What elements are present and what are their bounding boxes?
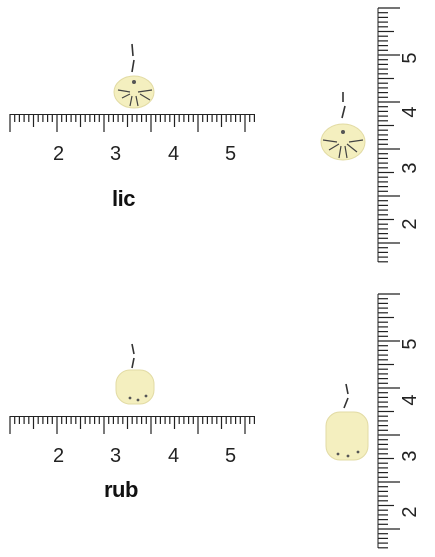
- ruler-number: 5: [399, 338, 421, 349]
- vertical-ruler: 5 4 3 2: [377, 7, 421, 263]
- ruler-number: 4: [399, 394, 421, 405]
- species-label: lic: [112, 186, 135, 211]
- specimen-side-view: [320, 92, 366, 161]
- ruler-ticks: [9, 114, 255, 132]
- specimen-top-view: [113, 43, 155, 109]
- horizontal-ruler: 2 3 4 5: [9, 416, 255, 467]
- ruler-number: 2: [399, 506, 421, 517]
- ruler-number: 5: [225, 445, 236, 467]
- ruler-number: 4: [168, 445, 179, 467]
- horizontal-ruler: 2 3 4 5: [9, 114, 255, 165]
- ruler-number: 3: [399, 450, 421, 461]
- ruler-number: 5: [225, 143, 236, 165]
- ruler-number: 4: [168, 143, 179, 165]
- vertical-ruler: 5 4 3 2: [377, 293, 421, 549]
- specimen-top-view: [115, 343, 155, 405]
- ruler-number: 5: [399, 52, 421, 63]
- ruler-number: 3: [110, 445, 121, 467]
- ruler-ticks: [377, 293, 400, 549]
- ruler-number: 2: [399, 218, 421, 229]
- ruler-ticks: [9, 416, 255, 434]
- specimen-side-view: [325, 383, 369, 461]
- species-label: rub: [104, 477, 138, 502]
- ruler-number: 2: [53, 445, 64, 467]
- ruler-ticks: [377, 7, 400, 263]
- ruler-number: 2: [53, 143, 64, 165]
- ruler-number: 4: [399, 106, 421, 117]
- specimen-panel-rub: 2 3 4 5 rub 5 4 3 2: [0, 278, 435, 557]
- ruler-number: 3: [399, 162, 421, 173]
- specimen-panel-lic: 2 3 4 5 lic 5 4 3 2: [0, 0, 435, 278]
- ruler-number: 3: [110, 143, 121, 165]
